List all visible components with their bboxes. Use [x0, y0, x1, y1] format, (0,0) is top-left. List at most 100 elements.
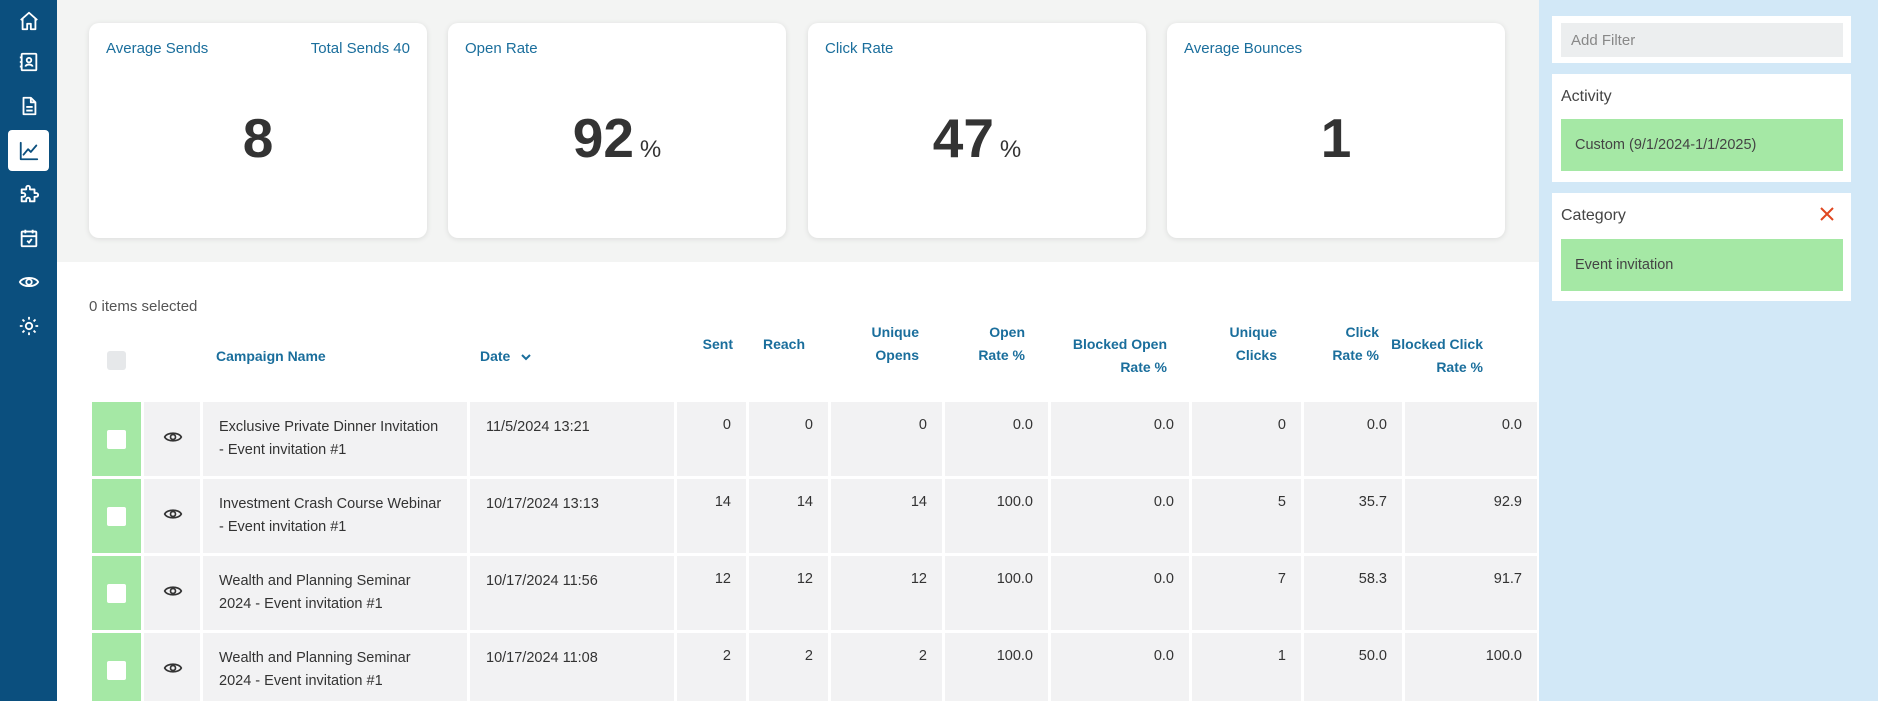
blocked-click-rate-cell: 92.9	[1405, 479, 1537, 553]
campaign-name-cell[interactable]: Wealth and Planning Seminar 2024 - Event…	[203, 633, 467, 701]
campaign-name-line: - Event invitation #1	[219, 442, 347, 458]
eye-icon[interactable]	[163, 427, 183, 447]
sent-value: 0	[722, 417, 731, 433]
activity-filter-title: Activity	[1561, 88, 1612, 105]
blocked-open-rate-cell: 0.0	[1051, 556, 1189, 630]
gear-icon	[19, 316, 38, 335]
reach-value: 12	[796, 571, 813, 587]
date-text: 11/5/2024 13:21	[486, 419, 590, 435]
column-header-unique-opens[interactable]: Unique Opens	[837, 321, 919, 367]
open-rate-value: 100.0	[996, 571, 1033, 587]
column-header-open-rate[interactable]: Open Rate %	[937, 321, 1025, 367]
blocked-click-rate-cell: 0.0	[1405, 402, 1537, 476]
filter-panel: Activity Custom (9/1/2024-1/1/2025) Cate…	[1539, 0, 1878, 701]
click-rate-cell: 58.3	[1304, 556, 1402, 630]
column-header-campaign-name[interactable]: Campaign Name	[216, 348, 326, 364]
open-rate-value: 0.0	[1012, 417, 1033, 433]
campaign-name-cell[interactable]: Wealth and Planning Seminar 2024 - Event…	[203, 556, 467, 630]
row-preview-cell	[144, 402, 200, 476]
eye-icon[interactable]	[163, 581, 183, 601]
sidebar-nav	[0, 0, 57, 701]
activity-filter-chip[interactable]: Custom (9/1/2024-1/1/2025)	[1561, 119, 1843, 171]
column-header-click-rate[interactable]: Click Rate %	[1317, 321, 1379, 367]
eye-icon[interactable]	[163, 658, 183, 678]
sent-cell: 0	[677, 402, 746, 476]
table-row[interactable]: Wealth and Planning Seminar 2024 - Event…	[92, 633, 1537, 701]
category-filter-title: Category	[1561, 207, 1626, 224]
click-rate-value: 58.3	[1358, 571, 1387, 587]
sent-value: 14	[714, 494, 731, 510]
nav-calendar[interactable]	[8, 217, 49, 258]
campaign-name-line: Wealth and Planning Seminar	[219, 573, 411, 589]
blocked-click-rate-cell: 91.7	[1405, 556, 1537, 630]
nav-home[interactable]	[8, 0, 49, 41]
unique-opens-value: 0	[918, 417, 927, 433]
eye-icon[interactable]	[163, 504, 183, 524]
unique-opens-cell: 14	[831, 479, 942, 553]
date-text: 10/17/2024 11:08	[486, 650, 598, 666]
click-rate-value: 47	[932, 107, 994, 169]
category-filter-chip[interactable]: Event invitation	[1561, 239, 1843, 291]
row-checkbox[interactable]	[107, 430, 126, 449]
summary-cards: Average Sends Total Sends 40 8 Open Rate…	[57, 0, 1539, 262]
sent-cell: 12	[677, 556, 746, 630]
add-filter-input[interactable]	[1561, 23, 1843, 57]
card-open-rate: Open Rate 92%	[448, 23, 786, 238]
unique-clicks-cell: 7	[1192, 556, 1301, 630]
table-row[interactable]: Wealth and Planning Seminar 2024 - Event…	[92, 556, 1537, 630]
campaign-name-line: 2024 - Event invitation #1	[219, 673, 383, 689]
chart-line-icon	[19, 141, 38, 160]
nav-documents[interactable]	[8, 85, 49, 126]
percent-unit: %	[999, 136, 1022, 163]
row-checkbox[interactable]	[107, 661, 126, 680]
close-icon[interactable]	[1817, 204, 1837, 224]
column-header-unique-clicks[interactable]: Unique Clicks	[1217, 321, 1277, 367]
click-rate-value: 35.7	[1358, 494, 1387, 510]
chevron-down-icon	[521, 353, 532, 360]
row-checkbox[interactable]	[107, 507, 126, 526]
unique-opens-value: 14	[910, 494, 927, 510]
open-rate-cell: 100.0	[945, 479, 1048, 553]
date-cell: 10/17/2024 11:08	[470, 633, 674, 701]
eye-icon	[18, 276, 39, 287]
table-row[interactable]: Exclusive Private Dinner Invitation - Ev…	[92, 402, 1537, 476]
nav-settings[interactable]	[8, 305, 49, 346]
select-all-checkbox[interactable]	[107, 351, 126, 370]
campaign-name-line: Wealth and Planning Seminar	[219, 650, 411, 666]
header-line: Blocked Click	[1391, 336, 1483, 352]
column-header-date[interactable]: Date	[480, 345, 533, 368]
row-checkbox[interactable]	[107, 584, 126, 603]
click-rate-cell: 50.0	[1304, 633, 1402, 701]
card-value: 92%	[448, 106, 786, 170]
blocked-open-rate-value: 0.0	[1153, 571, 1174, 587]
document-icon	[22, 96, 36, 115]
main-content: Average Sends Total Sends 40 8 Open Rate…	[57, 0, 1539, 701]
nav-analytics[interactable]	[8, 130, 49, 171]
column-header-blocked-open-rate[interactable]: Blocked Open Rate %	[1057, 333, 1167, 379]
unique-clicks-cell: 5	[1192, 479, 1301, 553]
blocked-open-rate-cell: 0.0	[1051, 633, 1189, 701]
sent-value: 12	[714, 571, 731, 587]
average-sends-value: 8	[242, 107, 274, 169]
category-filter: Category Event invitation	[1552, 193, 1851, 301]
column-header-sent[interactable]: Sent	[702, 336, 733, 352]
header-line: Opens	[875, 347, 919, 363]
campaign-name-cell[interactable]: Investment Crash Course Webinar - Event …	[203, 479, 467, 553]
campaign-name-cell[interactable]: Exclusive Private Dinner Invitation - Ev…	[203, 402, 467, 476]
unique-clicks-value: 5	[1277, 494, 1286, 510]
row-select-cell	[92, 479, 141, 553]
nav-monitoring[interactable]	[8, 261, 49, 302]
column-header-reach[interactable]: Reach	[762, 336, 805, 352]
table-row[interactable]: Investment Crash Course Webinar - Event …	[92, 479, 1537, 553]
header-line: Unique	[871, 324, 919, 340]
nav-contacts[interactable]	[8, 41, 49, 82]
open-rate-value: 92	[572, 107, 634, 169]
date-cell: 11/5/2024 13:21	[470, 402, 674, 476]
sent-cell: 14	[677, 479, 746, 553]
column-header-blocked-click-rate[interactable]: Blocked Click Rate %	[1377, 333, 1483, 379]
open-rate-value: 100.0	[996, 648, 1033, 664]
date-header-label: Date	[480, 348, 511, 364]
nav-integrations[interactable]	[8, 173, 49, 214]
open-rate-cell: 0.0	[945, 402, 1048, 476]
campaign-name-line: - Event invitation #1	[219, 519, 347, 535]
